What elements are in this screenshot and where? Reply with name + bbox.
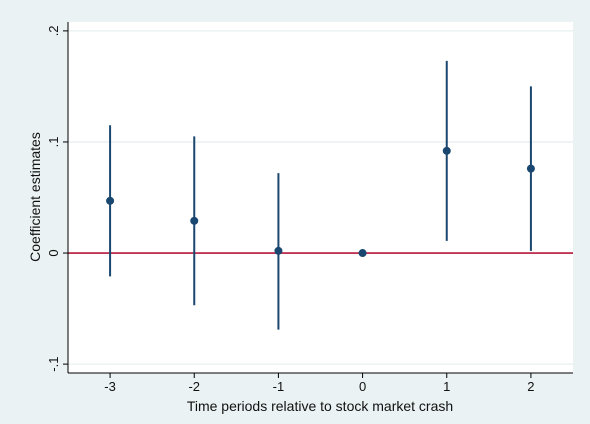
point-estimates	[106, 146, 535, 258]
data-point	[190, 216, 199, 225]
y-tick-label: .1	[46, 137, 61, 148]
gridlines	[68, 30, 573, 365]
x-tick-label: 1	[443, 379, 450, 394]
x-tick-label: 0	[359, 379, 366, 394]
x-tick-label: -2	[188, 379, 200, 394]
plot-area	[68, 22, 573, 373]
data-point	[526, 164, 535, 173]
y-tick-label: -.1	[46, 357, 61, 372]
data-point	[106, 196, 115, 205]
y-axis-title: Coefficient estimates	[27, 132, 43, 262]
x-axis-ticks: -3 -2 -1 0 1 2	[104, 373, 535, 394]
x-tick-label: -3	[104, 379, 116, 394]
data-point	[274, 246, 283, 255]
y-tick-label: .2	[46, 25, 61, 36]
x-axis-title: Time periods relative to stock market cr…	[187, 398, 453, 414]
x-tick-label: 2	[527, 379, 534, 394]
data-point	[358, 249, 367, 258]
axes	[67, 22, 573, 374]
x-tick-label: -1	[273, 379, 285, 394]
y-axis-ticks: -.1 0 .1 .2	[46, 25, 68, 372]
data-point	[442, 146, 451, 155]
y-tick-label: 0	[46, 249, 61, 256]
